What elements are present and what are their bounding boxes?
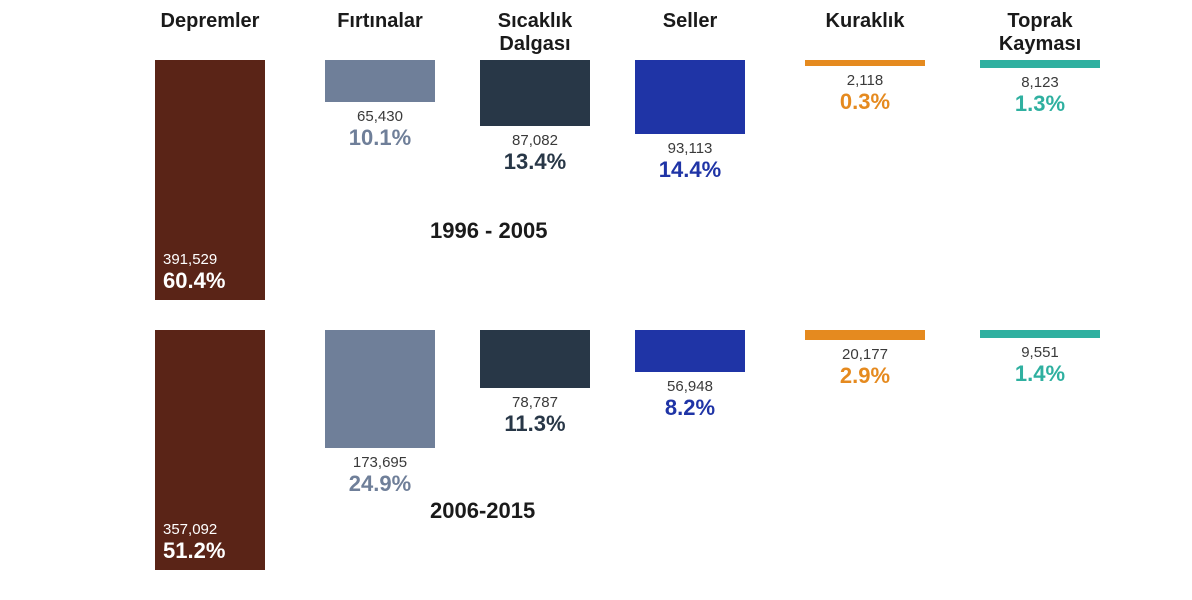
label-0-firtinalar: 65,430 10.1% bbox=[310, 108, 450, 151]
bar-0-depremler: 391,529 60.4% bbox=[155, 60, 265, 300]
count-0-firtinalar: 65,430 bbox=[310, 108, 450, 125]
label-1-sicaklik: 78,787 11.3% bbox=[465, 394, 605, 437]
bar-0-depremler-pct: 60.4% bbox=[163, 268, 225, 294]
count-0-toprak: 8,123 bbox=[965, 74, 1115, 91]
count-1-toprak: 9,551 bbox=[965, 344, 1115, 361]
bar-0-firtinalar bbox=[325, 60, 435, 102]
label-1-kuraklik: 20,177 2.9% bbox=[790, 346, 940, 389]
bar-1-depremler: 357,092 51.2% bbox=[155, 330, 265, 570]
label-0-seller: 93,113 14.4% bbox=[620, 140, 760, 183]
bar-0-depremler-count: 391,529 bbox=[163, 251, 225, 268]
pct-1-firtinalar: 24.9% bbox=[310, 471, 450, 497]
period-label-1: 2006-2015 bbox=[430, 498, 535, 524]
pct-1-seller: 8.2% bbox=[620, 395, 760, 421]
label-0-toprak: 8,123 1.3% bbox=[965, 74, 1115, 117]
header-toprak: ToprakKayması bbox=[965, 10, 1115, 56]
bar-0-seller bbox=[635, 60, 745, 134]
label-1-firtinalar: 173,695 24.9% bbox=[310, 454, 450, 497]
pct-0-firtinalar: 10.1% bbox=[310, 125, 450, 151]
bar-0-toprak bbox=[980, 60, 1100, 68]
pct-0-kuraklik: 0.3% bbox=[790, 89, 940, 115]
infographic-root: { "type": "infographic", "background_col… bbox=[0, 0, 1192, 600]
label-1-toprak: 9,551 1.4% bbox=[965, 344, 1115, 387]
header-depremler: Depremler bbox=[140, 10, 280, 33]
bar-1-depremler-inside: 357,092 51.2% bbox=[163, 521, 225, 564]
pct-0-seller: 14.4% bbox=[620, 157, 760, 183]
count-1-sicaklik: 78,787 bbox=[465, 394, 605, 411]
count-0-kuraklik: 2,118 bbox=[790, 72, 940, 89]
bar-0-depremler-inside: 391,529 60.4% bbox=[163, 251, 225, 294]
label-0-kuraklik: 2,118 0.3% bbox=[790, 72, 940, 115]
bar-1-toprak bbox=[980, 330, 1100, 338]
count-0-sicaklik: 87,082 bbox=[465, 132, 605, 149]
bar-1-kuraklik bbox=[805, 330, 925, 340]
bar-0-sicaklik bbox=[480, 60, 590, 126]
bar-1-seller bbox=[635, 330, 745, 372]
count-1-seller: 56,948 bbox=[620, 378, 760, 395]
header-seller: Seller bbox=[620, 10, 760, 33]
header-firtinalar: Fırtınalar bbox=[310, 10, 450, 33]
pct-1-kuraklik: 2.9% bbox=[790, 363, 940, 389]
pct-1-toprak: 1.4% bbox=[965, 361, 1115, 387]
bar-1-depremler-pct: 51.2% bbox=[163, 538, 225, 564]
pct-0-sicaklik: 13.4% bbox=[465, 149, 605, 175]
bar-1-sicaklik bbox=[480, 330, 590, 388]
bar-1-firtinalar bbox=[325, 330, 435, 448]
period-label-0: 1996 - 2005 bbox=[430, 218, 547, 244]
header-kuraklik: Kuraklık bbox=[790, 10, 940, 33]
count-1-firtinalar: 173,695 bbox=[310, 454, 450, 471]
label-0-sicaklik: 87,082 13.4% bbox=[465, 132, 605, 175]
pct-1-sicaklik: 11.3% bbox=[465, 411, 605, 437]
label-1-seller: 56,948 8.2% bbox=[620, 378, 760, 421]
bar-0-kuraklik bbox=[805, 60, 925, 66]
count-1-kuraklik: 20,177 bbox=[790, 346, 940, 363]
bar-1-depremler-count: 357,092 bbox=[163, 521, 225, 538]
header-sicaklik: SıcaklıkDalgası bbox=[465, 10, 605, 56]
pct-0-toprak: 1.3% bbox=[965, 91, 1115, 117]
count-0-seller: 93,113 bbox=[620, 140, 760, 157]
